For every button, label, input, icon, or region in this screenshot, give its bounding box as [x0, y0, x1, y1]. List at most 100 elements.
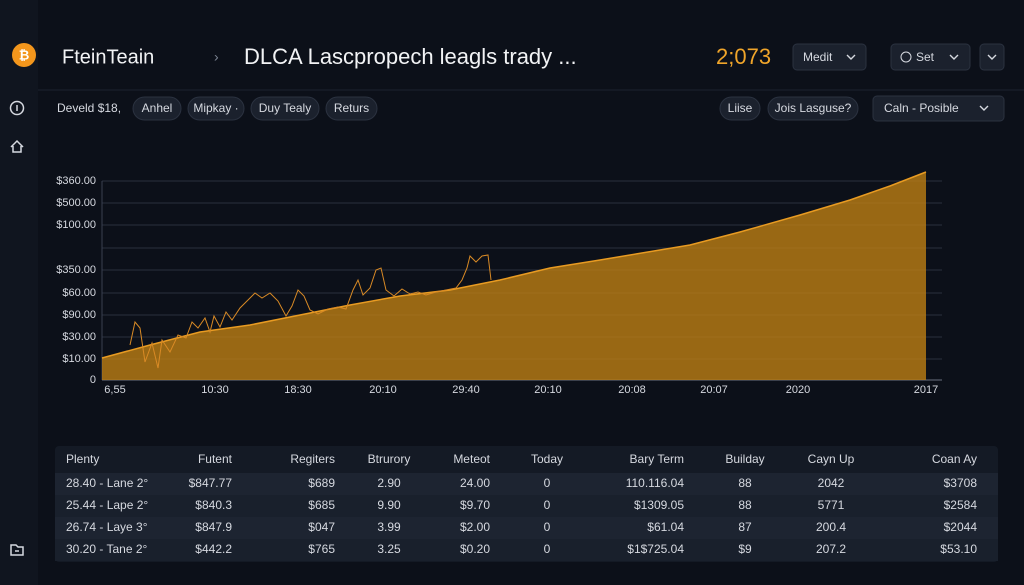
separator: ›	[214, 49, 219, 65]
set-button[interactable]	[890, 43, 971, 71]
table-cell: $847.77	[189, 476, 233, 490]
column-header: Coan Ay	[932, 452, 977, 466]
y-tick-label: $360.00	[56, 175, 96, 187]
pill-label: Duy Tealy	[259, 101, 311, 115]
x-tick-label: 20:08	[618, 384, 646, 396]
pill-label: Returs	[334, 101, 369, 115]
table-row[interactable]	[55, 539, 998, 561]
table-cell: 200.4	[816, 520, 846, 534]
table-cell: 110.116.04	[626, 476, 685, 490]
pill-label: Mipkay ·	[193, 101, 238, 115]
table-cell: $1$725.04	[627, 542, 684, 556]
filter-pill[interactable]	[325, 96, 378, 121]
column-header: Meteot	[453, 452, 490, 466]
y-tick-label: 0	[90, 374, 96, 386]
y-tick-label: $60.00	[62, 287, 96, 299]
column-header: Today	[531, 452, 563, 466]
table-cell: $047	[308, 520, 335, 534]
x-tick-label: 2020	[786, 384, 810, 396]
filter-pill[interactable]	[187, 96, 245, 121]
app-name: FteinTeain	[62, 46, 154, 68]
menu-button[interactable]	[979, 43, 1005, 71]
dropdown-label: Caln - Posible	[884, 101, 959, 115]
table-cell: 207.2	[816, 542, 846, 556]
table-cell: $2584	[944, 498, 978, 512]
table-cell: $9	[738, 542, 752, 556]
home-icon[interactable]	[10, 139, 24, 153]
sidebar	[0, 0, 38, 585]
table-cell: $765	[308, 542, 335, 556]
column-header: Futent	[198, 452, 233, 466]
x-tick-label: 20:10	[534, 384, 562, 396]
chevron	[979, 105, 989, 111]
table-cell: 0	[544, 476, 551, 490]
chevron	[846, 54, 856, 60]
y-tick-label: $500.00	[56, 197, 96, 209]
table-cell: 9.90	[377, 498, 401, 512]
table-cell: 5771	[818, 498, 845, 512]
medit-button[interactable]	[792, 43, 867, 71]
table-cell: $2044	[944, 520, 978, 534]
filter-pill[interactable]	[132, 96, 182, 121]
y-tick-label: $30.00	[62, 331, 96, 343]
x-tick-label: 2017	[914, 384, 938, 396]
table-cell: $2.00	[460, 520, 490, 534]
pill-label: Jois Lasguse?	[775, 101, 852, 115]
filter-pill[interactable]	[719, 96, 761, 121]
table-cell: 2042	[818, 476, 845, 490]
y-tick-label: $100.00	[56, 219, 96, 231]
filter-pill[interactable]	[767, 96, 859, 121]
x-tick-label: 18:30	[284, 384, 312, 396]
x-tick-label: 6,55	[104, 384, 125, 396]
x-tick-label: 29:40	[452, 384, 480, 396]
table-cell: 87	[738, 520, 752, 534]
column-header: Regiters	[290, 452, 335, 466]
table-cell: $53.10	[940, 542, 977, 556]
y-tick-label: $350.00	[56, 264, 96, 276]
price-line	[101, 171, 927, 359]
button-label: Medit	[803, 50, 833, 64]
x-tick-label: 20:07	[700, 384, 728, 396]
column-header: Btrurory	[368, 452, 411, 466]
x-tick-label: 20:10	[369, 384, 397, 396]
toolbar-label: Develd $18,	[57, 101, 121, 115]
range-dropdown[interactable]	[872, 95, 1005, 122]
filter-pill[interactable]	[250, 96, 320, 121]
chevron	[987, 54, 997, 60]
column-header: Bary Term	[630, 452, 684, 466]
table-cell: 0	[544, 542, 551, 556]
table-cell: $61.04	[647, 520, 684, 534]
column-header: Cayn Up	[808, 452, 855, 466]
table-cell: 25.44 - Lape 2°	[66, 498, 148, 512]
table-cell: $9.70	[460, 498, 490, 512]
pill-label: Liise	[728, 101, 753, 115]
info-icon[interactable]	[9, 100, 25, 116]
table-cell: $3708	[944, 476, 978, 490]
table-row[interactable]	[55, 473, 998, 495]
table-cell: $0.20	[460, 542, 490, 556]
folder-icon[interactable]	[10, 544, 24, 556]
price-area	[102, 172, 926, 380]
column-header: Plenty	[66, 452, 99, 466]
button-label: Set	[916, 50, 935, 64]
volatility-line	[129, 254, 492, 369]
table-cell: 0	[544, 498, 551, 512]
table-row[interactable]	[55, 517, 998, 539]
table-cell: 88	[738, 476, 752, 490]
pill-label: Anhel	[142, 101, 173, 115]
table-cell: $847.9	[195, 520, 232, 534]
table-cell: $840.3	[195, 498, 232, 512]
column-header: Builday	[725, 452, 764, 466]
table-row[interactable]	[55, 495, 998, 517]
chevron	[949, 54, 959, 60]
price: 2;073	[716, 44, 771, 69]
table-cell: 0	[544, 520, 551, 534]
logo-glyph: ₿	[19, 47, 30, 62]
y-tick-label: $90.00	[62, 309, 96, 321]
table-cell: $442.2	[195, 542, 232, 556]
table-cell: 24.00	[460, 476, 490, 490]
table-cell: $689	[308, 476, 335, 490]
table-cell: 30.20 - Tane 2°	[66, 542, 148, 556]
table-cell: 28.40 - Lane 2°	[66, 476, 148, 490]
